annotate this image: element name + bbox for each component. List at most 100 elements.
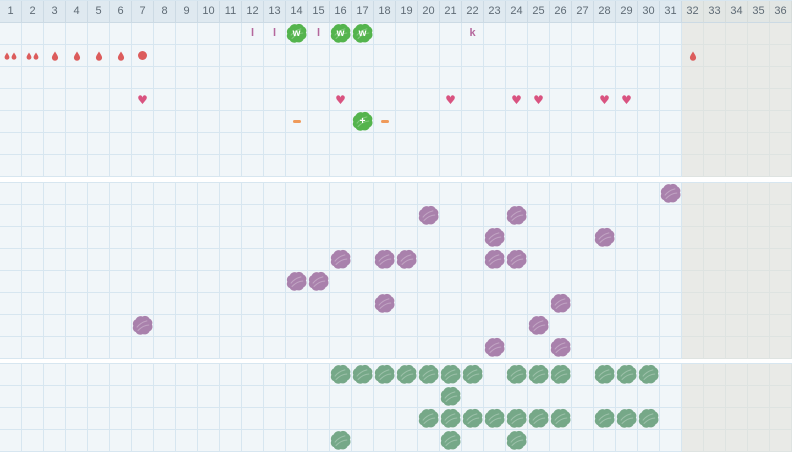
grid-cell[interactable] (396, 337, 418, 359)
grid-cell[interactable] (440, 315, 462, 337)
grid-cell[interactable] (88, 249, 110, 271)
grid-cell[interactable] (682, 293, 704, 315)
grid-cell[interactable] (594, 337, 616, 359)
grid-cell[interactable] (418, 315, 440, 337)
grid-cell[interactable] (484, 271, 506, 293)
grid-cell[interactable] (154, 23, 176, 45)
day-header-cell[interactable]: 32 (682, 1, 704, 23)
grid-cell[interactable] (44, 111, 66, 133)
grid-cell[interactable] (484, 227, 506, 249)
grid-cell[interactable] (154, 183, 176, 205)
grid-cell[interactable] (88, 23, 110, 45)
grid-cell[interactable] (88, 155, 110, 177)
day-header-cell[interactable]: 36 (770, 1, 792, 23)
grid-cell[interactable] (660, 89, 682, 111)
grid-cell[interactable] (22, 430, 44, 452)
grid-cell[interactable] (638, 364, 660, 386)
grid-cell[interactable] (550, 89, 572, 111)
grid-cell[interactable] (110, 111, 132, 133)
grid-cell[interactable] (528, 183, 550, 205)
day-header-cell[interactable]: 7 (132, 1, 154, 23)
grid-cell[interactable] (286, 386, 308, 408)
grid-cell[interactable] (418, 430, 440, 452)
grid-cell[interactable] (770, 89, 792, 111)
grid-cell[interactable] (484, 293, 506, 315)
grid-cell[interactable] (374, 386, 396, 408)
grid-cell[interactable] (594, 227, 616, 249)
grid-cell[interactable] (286, 271, 308, 293)
grid-cell[interactable] (726, 133, 748, 155)
grid-cell[interactable] (198, 386, 220, 408)
grid-cell[interactable]: w (352, 23, 374, 45)
grid-cell[interactable] (616, 205, 638, 227)
grid-cell[interactable] (506, 430, 528, 452)
grid-cell[interactable] (154, 67, 176, 89)
grid-cell[interactable] (0, 183, 22, 205)
grid-cell[interactable] (330, 45, 352, 67)
grid-cell[interactable] (748, 155, 770, 177)
grid-cell[interactable] (44, 430, 66, 452)
grid-cell[interactable] (66, 227, 88, 249)
grid-cell[interactable] (352, 271, 374, 293)
grid-cell[interactable] (198, 133, 220, 155)
grid-cell[interactable] (220, 227, 242, 249)
grid-cell[interactable] (506, 249, 528, 271)
grid-cell[interactable] (176, 293, 198, 315)
grid-cell[interactable] (110, 183, 132, 205)
grid-cell[interactable] (44, 205, 66, 227)
grid-cell[interactable] (88, 183, 110, 205)
grid-cell[interactable] (550, 293, 572, 315)
grid-cell[interactable] (286, 67, 308, 89)
grid-cell[interactable] (638, 45, 660, 67)
grid-cell[interactable] (462, 227, 484, 249)
grid-cell[interactable] (616, 408, 638, 430)
grid-cell[interactable] (418, 23, 440, 45)
grid-cell[interactable] (660, 337, 682, 359)
grid-cell[interactable] (484, 364, 506, 386)
grid-cell[interactable] (286, 430, 308, 452)
grid-cell[interactable] (396, 386, 418, 408)
day-header-cell[interactable]: 31 (660, 1, 682, 23)
grid-cell[interactable] (286, 227, 308, 249)
grid-cell[interactable] (396, 23, 418, 45)
grid-cell[interactable] (550, 430, 572, 452)
grid-cell[interactable] (572, 227, 594, 249)
grid-cell[interactable] (396, 89, 418, 111)
grid-cell[interactable] (0, 271, 22, 293)
grid-cell[interactable] (506, 45, 528, 67)
grid-cell[interactable] (484, 408, 506, 430)
grid-cell[interactable] (198, 337, 220, 359)
day-header-cell[interactable]: 29 (616, 1, 638, 23)
grid-cell[interactable] (704, 227, 726, 249)
grid-cell[interactable] (198, 315, 220, 337)
grid-cell[interactable] (88, 271, 110, 293)
grid-cell[interactable] (660, 271, 682, 293)
grid-cell[interactable] (440, 205, 462, 227)
grid-cell[interactable] (462, 364, 484, 386)
grid-cell[interactable] (132, 408, 154, 430)
grid-cell[interactable] (528, 430, 550, 452)
grid-cell[interactable] (484, 205, 506, 227)
grid-cell[interactable] (308, 205, 330, 227)
grid-cell[interactable] (220, 133, 242, 155)
grid-cell[interactable] (594, 408, 616, 430)
grid-cell[interactable] (264, 408, 286, 430)
grid-cell[interactable] (264, 315, 286, 337)
grid-cell[interactable] (638, 133, 660, 155)
grid-cell[interactable] (748, 337, 770, 359)
grid-cell[interactable] (44, 271, 66, 293)
day-header-cell[interactable]: 26 (550, 1, 572, 23)
grid-cell[interactable] (352, 408, 374, 430)
grid-cell[interactable] (594, 155, 616, 177)
day-header-cell[interactable]: 8 (154, 1, 176, 23)
grid-cell[interactable] (330, 271, 352, 293)
grid-cell[interactable] (44, 183, 66, 205)
grid-cell[interactable] (748, 111, 770, 133)
grid-cell[interactable] (330, 67, 352, 89)
grid-cell[interactable] (704, 89, 726, 111)
grid-cell[interactable] (110, 293, 132, 315)
grid-cell[interactable] (506, 183, 528, 205)
grid-cell[interactable] (682, 183, 704, 205)
grid-cell[interactable] (44, 364, 66, 386)
grid-cell[interactable] (110, 227, 132, 249)
